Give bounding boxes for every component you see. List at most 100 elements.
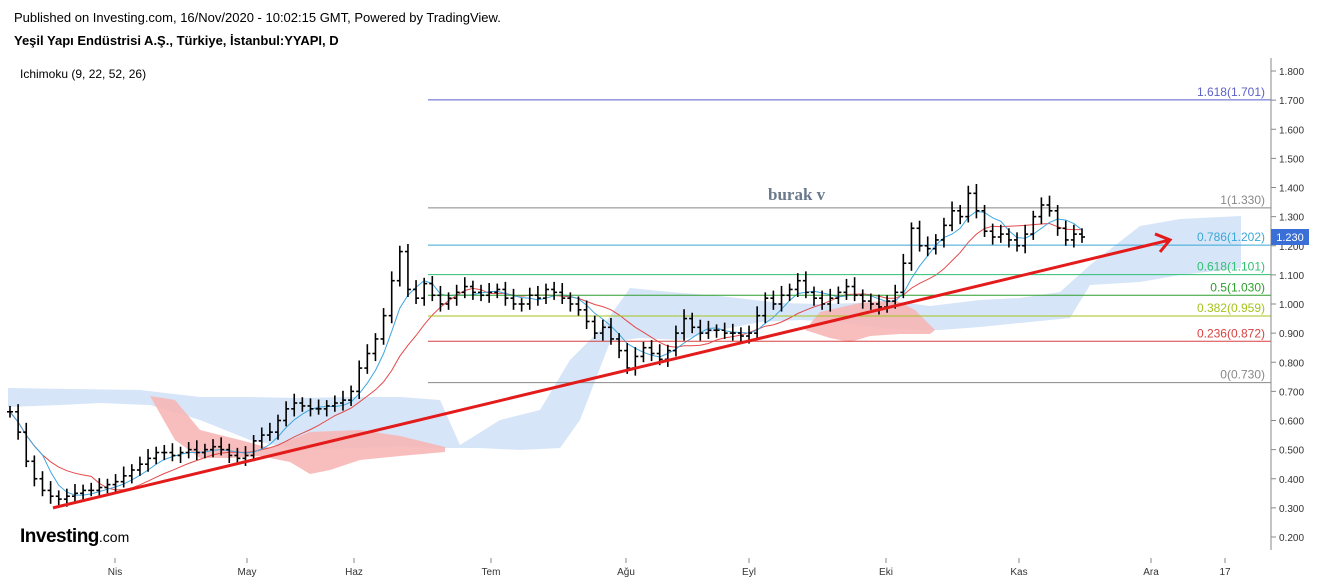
ohlc-bar xyxy=(388,271,395,324)
logo-main: Investing xyxy=(20,526,99,547)
last-price-label: 1.230 xyxy=(1276,232,1304,244)
ohlc-bar xyxy=(23,422,30,468)
symbol-title: Yeşil Yapı Endüstrisi A.Ş., Türkiye, İst… xyxy=(14,33,339,48)
ohlc-bar xyxy=(754,306,761,339)
fib-label: 0.236(0.872) xyxy=(1197,326,1265,340)
y-tick-label: 0.700 xyxy=(1279,387,1304,398)
ohlc-bar xyxy=(616,333,623,359)
x-tick-label: May xyxy=(238,567,257,578)
ohlc-bar xyxy=(1079,228,1085,243)
y-tick-label: 1.400 xyxy=(1279,184,1304,195)
ohlc-bar xyxy=(453,284,460,306)
y-tick-label: 0.800 xyxy=(1279,358,1304,369)
fib-label: 0.5(1.030) xyxy=(1210,280,1265,294)
published-info: Published on Investing.com, 16/Nov/2020 … xyxy=(14,10,501,25)
ohlc-bar xyxy=(981,204,988,238)
ohlc-bar xyxy=(193,440,200,461)
ohlc-bar xyxy=(88,482,95,497)
ohlc-bar xyxy=(989,223,996,245)
ohlc-bar xyxy=(664,344,671,367)
ohlc-bar xyxy=(283,401,290,427)
ohlc-bar xyxy=(1022,224,1029,254)
ohlc-bar xyxy=(632,347,639,376)
ohlc-bar xyxy=(599,319,606,341)
ohlc-bar xyxy=(469,280,476,300)
ohlc-bar xyxy=(218,437,225,456)
fib-label: 0(0.730) xyxy=(1220,368,1265,382)
ohlc-bar xyxy=(802,271,809,299)
ohlc-bar xyxy=(957,204,964,225)
ohlc-bar xyxy=(859,289,866,309)
ohlc-bar xyxy=(672,325,679,357)
ohlc-bar xyxy=(266,422,273,441)
ohlc-bar xyxy=(112,474,119,493)
ohlc-bar xyxy=(770,290,777,310)
x-tick-label: Tem xyxy=(482,567,501,578)
ohlc-bar xyxy=(908,222,915,271)
ohlc-bar xyxy=(404,244,411,298)
y-tick-label: 1.200 xyxy=(1279,242,1304,253)
investing-logo: Investing.com xyxy=(20,526,129,548)
ohlc-bar xyxy=(201,443,208,459)
ohlc-bar xyxy=(47,481,54,504)
time-axis[interactable]: Nis May Haz Tem Ağu Eyl Eki Kas Ara 17 xyxy=(108,558,1231,578)
ohlc-bar xyxy=(323,400,330,417)
y-tick-label: 0.600 xyxy=(1279,417,1304,428)
ohlc-bar xyxy=(518,298,525,312)
ohlc-bar xyxy=(275,414,281,440)
ohlc-bar xyxy=(96,478,103,498)
ohlc-bar xyxy=(39,471,46,497)
ohlc-bar xyxy=(486,283,493,303)
trend-arrow-head xyxy=(1154,232,1173,253)
y-tick-label: 1.500 xyxy=(1279,154,1304,165)
ohlc-bar xyxy=(7,405,13,418)
ohlc-bar xyxy=(1005,228,1012,248)
ohlc-bar xyxy=(924,236,931,257)
ohlc-bar xyxy=(71,483,78,503)
ohlc-bar xyxy=(461,277,468,299)
ohlc-bar xyxy=(128,464,135,484)
ohlc-bar xyxy=(169,443,176,462)
ohlc-bar xyxy=(697,319,704,341)
fib-label: 0.618(1.101) xyxy=(1197,260,1265,274)
ohlc-bar xyxy=(827,288,834,312)
ohlc-bar xyxy=(583,300,590,330)
ohlc-bar xyxy=(786,283,793,302)
ohlc-bar xyxy=(445,292,452,310)
price-axis[interactable]: 0.200 0.300 0.400 0.500 0.600 0.700 0.800 0.900… xyxy=(1271,67,1304,544)
ohlc-bar xyxy=(648,340,655,362)
ohlc-bar xyxy=(965,185,972,223)
fib-label: 0.382(0.959) xyxy=(1197,301,1265,315)
ohlc-bar xyxy=(900,253,907,299)
ohlc-bar xyxy=(819,290,826,310)
ohlc-bar xyxy=(31,455,38,487)
ohlc-bar xyxy=(851,277,858,302)
ohlc-bar xyxy=(1062,220,1069,246)
ohlc-bar xyxy=(161,444,168,461)
ohlc-bar xyxy=(80,484,87,501)
fib-label: 0.786(1.202) xyxy=(1197,230,1265,244)
y-tick-label: 1.600 xyxy=(1279,125,1304,136)
ohlc-bar xyxy=(1054,204,1061,236)
y-tick-label: 0.500 xyxy=(1279,446,1304,457)
ohlc-bar xyxy=(526,287,533,310)
x-tick-label: Haz xyxy=(345,567,363,578)
ohlc-bar xyxy=(291,393,298,417)
ohlc-bar xyxy=(104,478,111,494)
fibonacci-levels: 1.618(1.701) 1(1.330) 0.786(1.202) 0.618(1.… xyxy=(428,85,1271,384)
y-tick-label: 1.800 xyxy=(1279,67,1304,78)
ohlc-bar xyxy=(1046,195,1053,217)
y-tick-label: 0.300 xyxy=(1279,504,1304,515)
ohlc-bar xyxy=(226,443,233,464)
ohlc-bar xyxy=(811,286,817,306)
ohlc-bar xyxy=(339,390,346,411)
y-tick-label: 1.700 xyxy=(1279,96,1304,107)
ohlc-bar xyxy=(778,285,785,312)
ohlc-bar xyxy=(567,292,574,312)
ohlc-bar xyxy=(607,317,614,345)
ohlc-bar xyxy=(258,427,265,449)
indicator-label: Ichimoku (9, 22, 52, 26) xyxy=(20,67,147,81)
ohlc-bar xyxy=(210,439,217,458)
ohlc-bar xyxy=(1070,224,1077,248)
